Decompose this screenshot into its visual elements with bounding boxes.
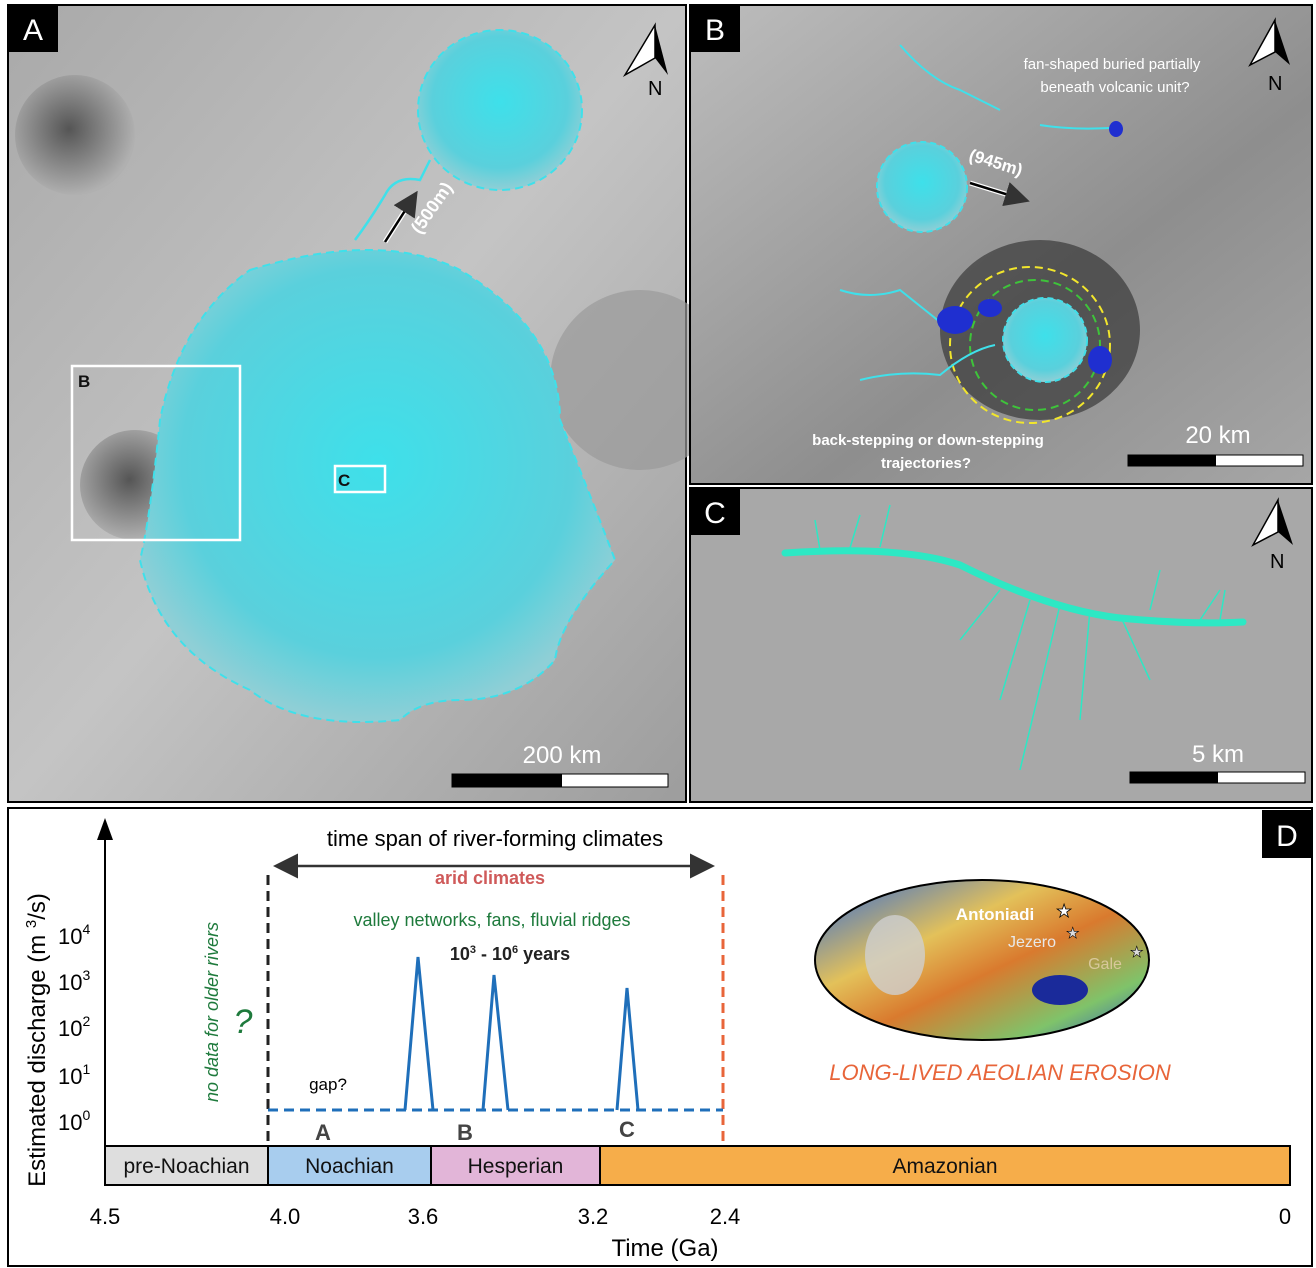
x-axis-label: Time (Ga) — [611, 1235, 718, 1262]
site-star: ★ — [1130, 944, 1143, 961]
inset-label: C — [338, 471, 350, 490]
no-data-label: no data for older rivers — [202, 922, 222, 1102]
scale-label: 5 km — [1192, 741, 1244, 768]
label-part: years — [518, 944, 570, 964]
label-part: /s) — [24, 893, 51, 920]
gap-label: gap? — [309, 1075, 347, 1094]
tick-base: 10 — [58, 1016, 82, 1041]
panel-d: D Estimated discharge (m 3/s) 1041031021… — [8, 808, 1312, 1266]
scale-bar — [1128, 455, 1216, 466]
panel-label: D — [1276, 820, 1298, 853]
time-tick-label: 2.4 — [710, 1204, 741, 1229]
diagram-title: time span of river-forming climates — [327, 826, 663, 851]
period-label: Amazonian — [892, 1155, 997, 1178]
time-tick-label: 4.0 — [270, 1204, 301, 1229]
figure: (500m) B C A N 200 km (945m) fan-shaped … — [0, 0, 1316, 1268]
time-tick-label: 4.5 — [90, 1204, 121, 1229]
fan-deposit — [1109, 121, 1123, 137]
north-label: N — [1270, 551, 1284, 573]
time-tick-label: 3.6 — [408, 1204, 439, 1229]
north-label: N — [648, 78, 662, 100]
period-label: pre-Noachian — [123, 1155, 249, 1178]
episode-label: C — [619, 1117, 635, 1142]
note: fan-shaped buried partially — [1024, 56, 1201, 73]
panel-a: (500m) B C A N 200 km — [8, 5, 730, 802]
question-mark: ? — [234, 1003, 253, 1041]
paleolake — [1003, 298, 1087, 382]
scale-bar — [452, 774, 562, 787]
note: trajectories? — [881, 455, 971, 472]
tick-exponent: 2 — [82, 1013, 90, 1029]
tick-base: 10 — [58, 1110, 82, 1135]
tick-base: 10 — [58, 970, 82, 995]
period-label: Hesperian — [468, 1155, 564, 1178]
fan-deposit — [1088, 346, 1112, 374]
aeolian-label: LONG-LIVED AEOLIAN EROSION — [829, 1060, 1171, 1085]
panel-label: C — [704, 497, 726, 530]
scale-label: 20 km — [1185, 422, 1250, 449]
panel-b: (945m) fan-shaped buried partially benea… — [690, 5, 1312, 484]
panel-label: B — [705, 14, 725, 47]
north-label: N — [1268, 73, 1282, 95]
fan-deposit — [978, 299, 1002, 317]
tick-base: 10 — [58, 924, 82, 949]
panel-label: A — [23, 14, 43, 47]
scale-label: 200 km — [523, 742, 602, 769]
time-tick-label: 3.2 — [578, 1204, 609, 1229]
label-part: 3 — [23, 920, 40, 928]
label-part: - 10 — [476, 944, 512, 964]
label-part: 10 — [450, 944, 470, 964]
page: (500m) B C A N 200 km (945m) fan-shaped … — [0, 0, 1316, 1268]
tick-exponent: 3 — [82, 967, 90, 983]
duration-label: 103 - 106 years — [450, 944, 570, 964]
tick-exponent: 1 — [82, 1061, 90, 1077]
site-label: Jezero — [1008, 934, 1056, 951]
time-tick-label: 0 — [1279, 1204, 1291, 1229]
site-label: Gale — [1088, 956, 1122, 973]
crater — [15, 75, 135, 195]
fan-deposit — [937, 306, 973, 334]
map-feature — [1032, 975, 1088, 1005]
episode-label: B — [457, 1120, 473, 1145]
tick-base: 10 — [58, 1064, 82, 1089]
tick-exponent: 0 — [82, 1107, 90, 1123]
panel-c: C N 5 km — [690, 488, 1312, 802]
site-star: ★ — [1066, 925, 1079, 942]
scale-bar — [1130, 772, 1218, 783]
episode-label: A — [315, 1120, 331, 1145]
map-feature — [865, 915, 925, 995]
paleolake — [877, 142, 967, 232]
y-axis-label: Estimated discharge (m 3/s) — [23, 893, 51, 1187]
site-label: Antoniadi — [956, 905, 1034, 924]
tick-exponent: 4 — [82, 921, 90, 937]
site-star: ★ — [1056, 901, 1072, 921]
note: back-stepping or down-stepping — [812, 432, 1044, 449]
paleolake — [418, 30, 582, 190]
inset-label: B — [78, 372, 90, 391]
features-label: valley networks, fans, fluvial ridges — [353, 910, 630, 930]
label-part: Estimated discharge (m — [24, 928, 51, 1187]
arid-label: arid climates — [435, 868, 545, 888]
period-label: Noachian — [305, 1155, 394, 1178]
note: beneath volcanic unit? — [1040, 79, 1189, 96]
